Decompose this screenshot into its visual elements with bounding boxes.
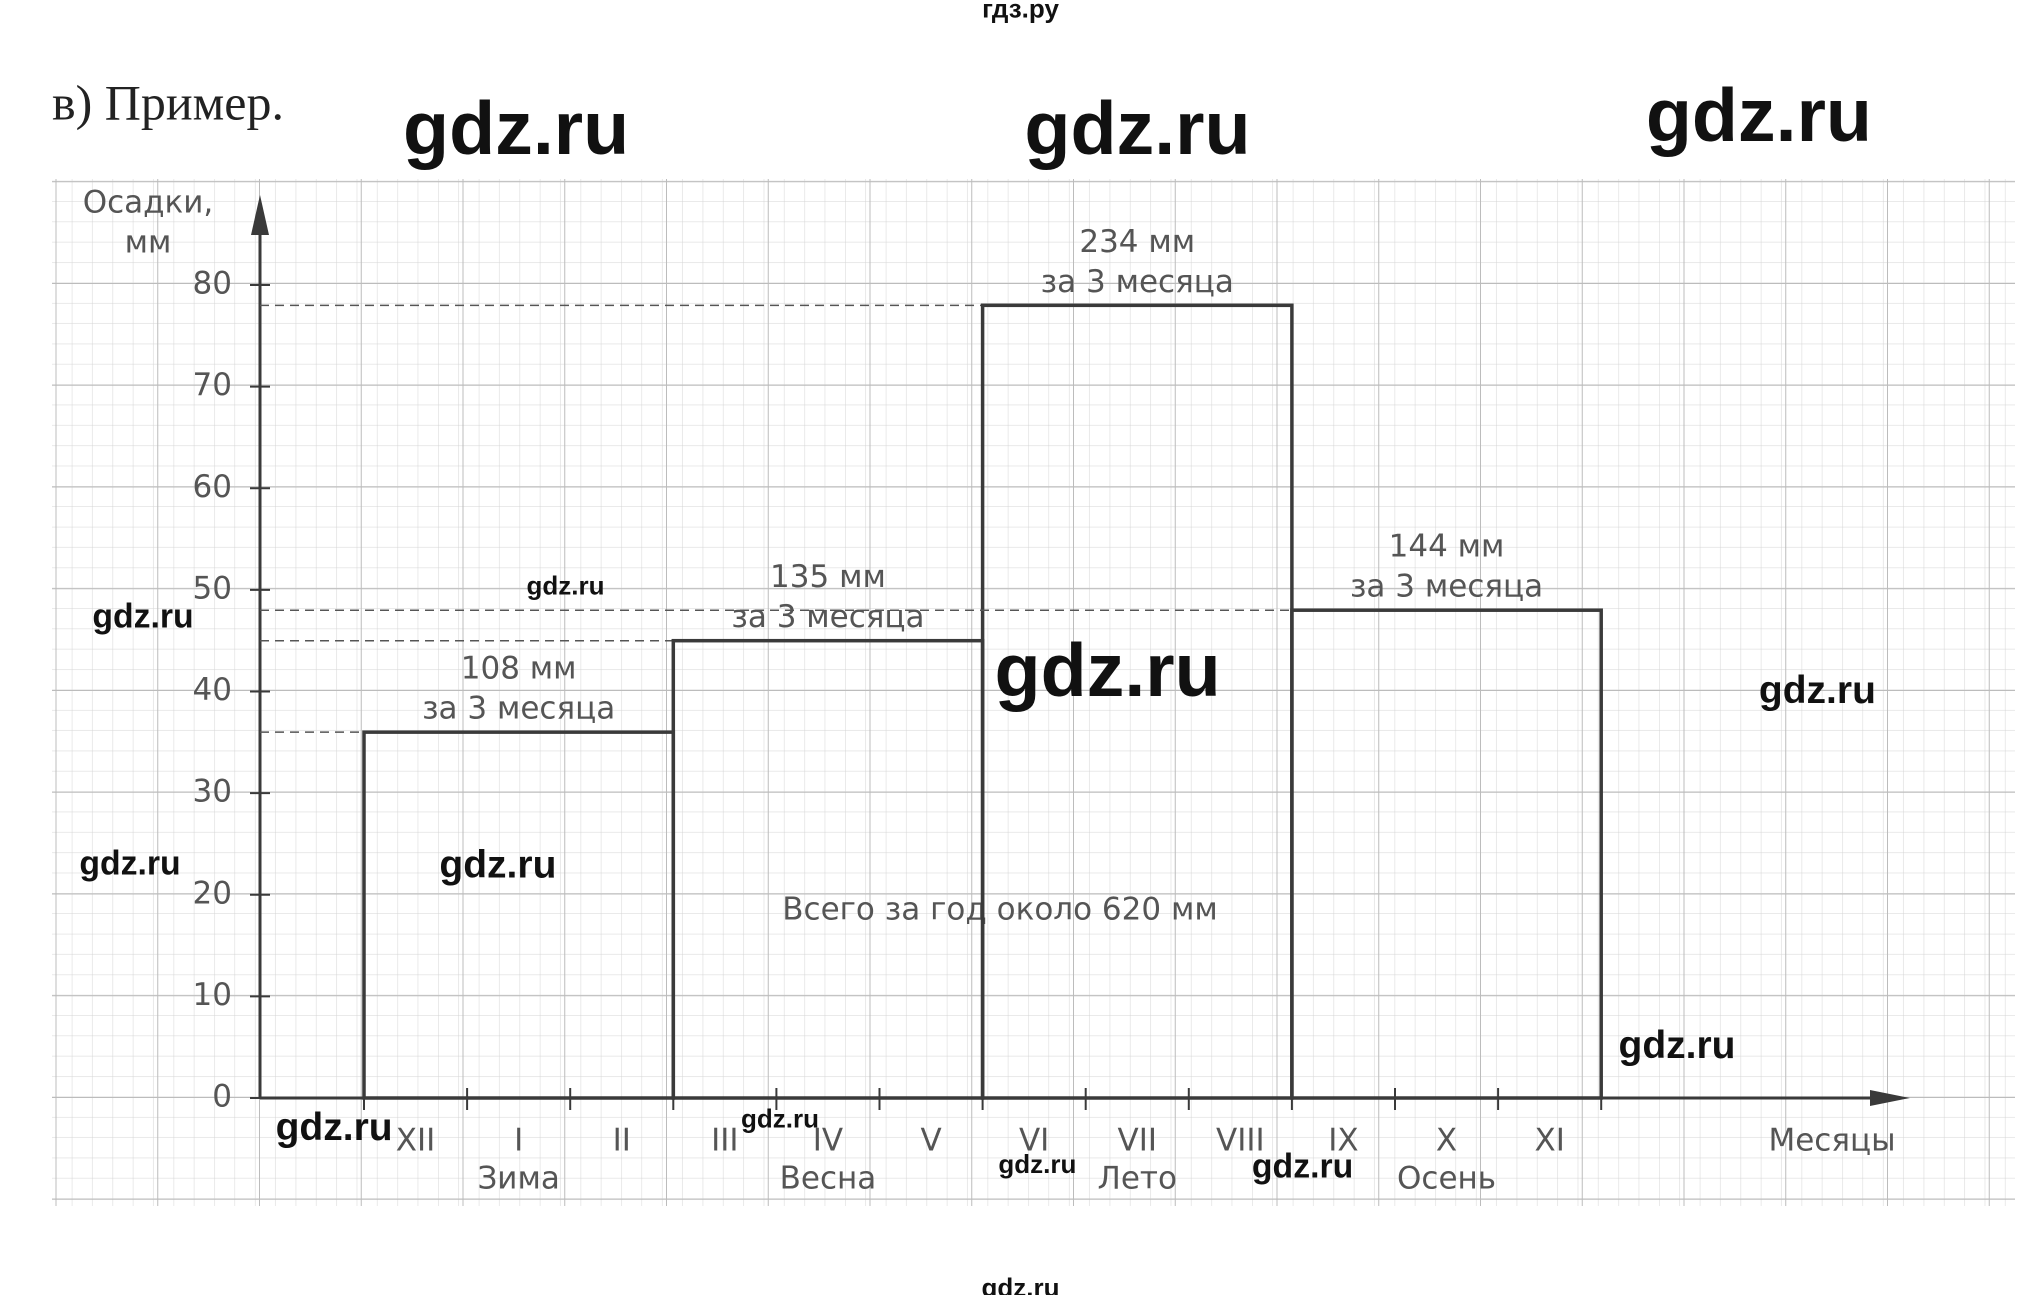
y-tick-label: 80: [193, 266, 232, 302]
y-axis-arrow: [251, 195, 269, 235]
month-label: VIII: [1216, 1123, 1265, 1159]
bar-note: 108 мм: [461, 651, 577, 687]
bar-note: за 3 месяца: [731, 599, 924, 635]
season-label: Лето: [1098, 1161, 1177, 1197]
y-tick-label: 30: [193, 774, 232, 810]
watermark: gdz.ru: [403, 86, 629, 170]
watermark: gdz.ru: [92, 598, 193, 636]
title: в) Пример.: [52, 74, 284, 130]
month-label: III: [711, 1123, 738, 1159]
season-label: Осень: [1397, 1161, 1496, 1197]
x-axis-arrow: [1870, 1090, 1910, 1106]
bar-note: за 3 месяца: [422, 691, 615, 727]
watermark: gdz.ru: [1619, 1024, 1736, 1067]
watermark: гдз.ру: [982, 0, 1059, 23]
month-label: IX: [1328, 1123, 1358, 1159]
watermark: gdz.ru: [1646, 73, 1872, 157]
bar-note: 234 мм: [1079, 224, 1195, 260]
y-tick-label: 60: [193, 469, 232, 505]
watermark: gdz.ru: [1759, 669, 1876, 712]
y-tick-label: 40: [193, 672, 232, 708]
total-note: Всего за год около 620 мм: [782, 892, 1217, 928]
season-label: Зима: [477, 1161, 559, 1197]
watermark: gdz.ru: [998, 1149, 1076, 1179]
watermark: gdz.ru: [1024, 86, 1250, 170]
y-unit: мм: [125, 225, 172, 261]
watermark: gdz.ru: [982, 1272, 1060, 1295]
y-tick-label: 20: [193, 875, 232, 911]
bar: [1290, 608, 1603, 1100]
month-label: X: [1436, 1123, 1457, 1159]
watermark: gdz.ru: [439, 843, 556, 886]
y-tick-label: 70: [193, 367, 232, 403]
month-label: VII: [1118, 1123, 1158, 1159]
month-label: VI: [1019, 1123, 1049, 1159]
watermark: gdz.ru: [1252, 1148, 1353, 1186]
bar-note: за 3 месяца: [1350, 569, 1543, 605]
graph-paper: [52, 179, 2015, 1206]
month-label: IV: [813, 1123, 843, 1159]
month-label: XI: [1534, 1123, 1564, 1159]
y-tick-label: 0: [212, 1079, 232, 1115]
y-tick-label: 10: [193, 977, 232, 1013]
month-label: XII: [396, 1123, 436, 1159]
watermark: gdz.ru: [527, 570, 605, 600]
season-label: Весна: [780, 1161, 877, 1197]
watermark: gdz.ru: [741, 1103, 819, 1133]
bar-note: 144 мм: [1389, 529, 1505, 565]
y-tick-label: 50: [193, 570, 232, 606]
month-label: V: [920, 1123, 941, 1159]
y-label: Осадки,: [83, 185, 214, 221]
x-label: Месяцы: [1768, 1123, 1895, 1159]
bar-note: 135 мм: [770, 559, 886, 595]
watermark: gdz.ru: [995, 628, 1221, 712]
watermark: gdz.ru: [79, 845, 180, 883]
bar-note: за 3 месяца: [1041, 264, 1234, 300]
watermark: gdz.ru: [276, 1106, 393, 1149]
month-label: II: [613, 1123, 631, 1159]
month-label: I: [514, 1123, 523, 1159]
